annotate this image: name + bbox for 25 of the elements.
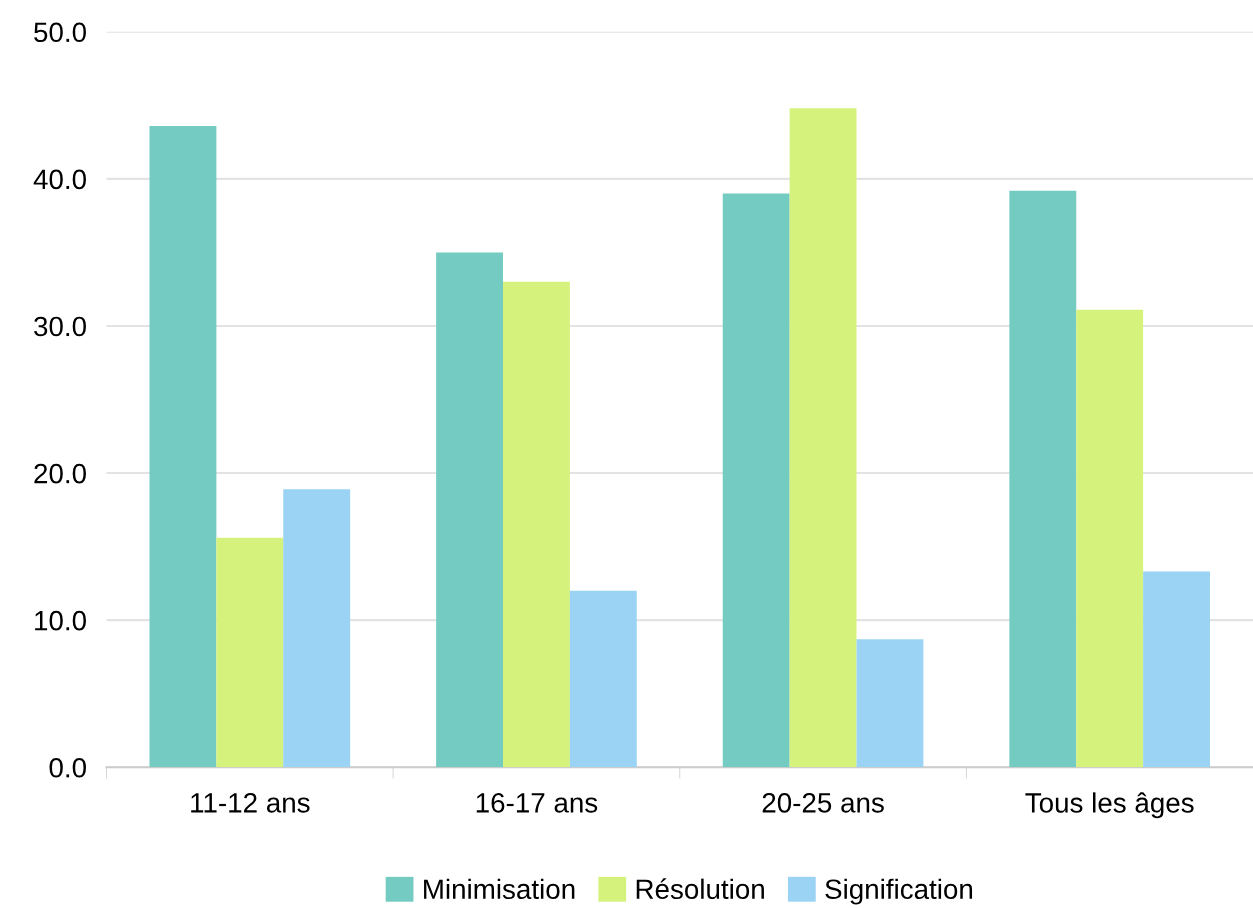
- legend-label: Signification: [825, 878, 973, 905]
- bar: [1009, 190, 1077, 768]
- bar: [789, 108, 857, 768]
- bar: [722, 193, 790, 768]
- x-tick-label: 16-17 ans: [476, 792, 598, 813]
- legend-label: Résolution: [636, 878, 764, 900]
- bar: [283, 489, 351, 768]
- bar: [503, 281, 570, 768]
- y-tick-label: 10.0: [35, 610, 86, 631]
- y-tick-label: 50.0: [34, 22, 86, 43]
- bar: [1076, 309, 1144, 768]
- y-tick-label: 40.0: [33, 169, 86, 190]
- y-tick-label: 30.0: [34, 316, 86, 337]
- bar: [216, 537, 284, 768]
- bar: [569, 590, 637, 768]
- bar: [436, 252, 503, 768]
- x-tick-label: Tous les âges: [1025, 792, 1194, 819]
- x-tick-label: 20-25 ans: [762, 792, 884, 813]
- bar: [856, 639, 924, 768]
- y-tick-label: 20.0: [34, 463, 86, 484]
- x-tick-label: 11-12 ans: [191, 792, 310, 813]
- y-tick-label: 0.0: [49, 757, 86, 778]
- bar: [149, 125, 217, 768]
- bar: [1143, 571, 1211, 768]
- legend-label: Minimisation: [424, 878, 575, 900]
